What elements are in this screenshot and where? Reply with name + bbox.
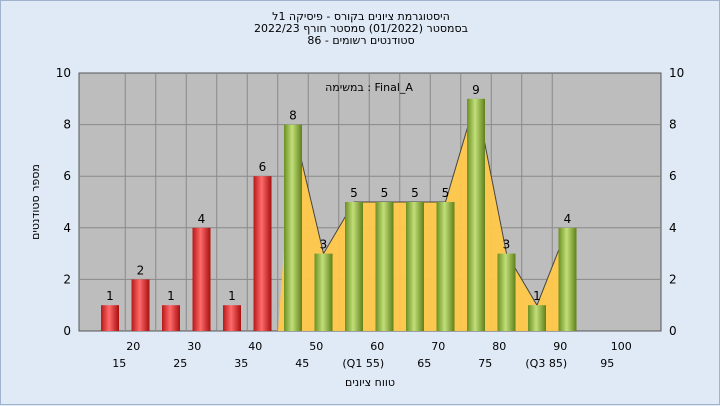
x-tick-label: 30 — [187, 340, 201, 353]
x-tick-label: (Q1 55) — [342, 357, 384, 370]
chart-title-line-3: סטודנטים רשומים - 86 — [307, 34, 415, 47]
bar-value-label: 1 — [228, 289, 236, 303]
x-tick-label: 65 — [417, 357, 431, 370]
bar — [101, 305, 119, 331]
y-axis-label: מספר סטודנטים — [29, 164, 42, 240]
bar-value-label: 5 — [381, 186, 389, 200]
chart-title-line-2: בסמסטר (01/2022) סמסטר חורף 2022/23 — [254, 22, 468, 35]
x-axis-label: טווח ציונים — [345, 376, 395, 389]
bar-value-label: 5 — [350, 186, 358, 200]
bar-value-label: 3 — [320, 238, 328, 252]
x-tick-label: 15 — [112, 357, 126, 370]
bar-value-label: 1 — [533, 289, 541, 303]
bar — [192, 227, 211, 331]
bar-value-label: 9 — [472, 83, 480, 97]
bar — [558, 227, 577, 331]
x-tick-label: 45 — [295, 357, 309, 370]
y-tick-label-right: 2 — [669, 272, 677, 286]
bar — [223, 305, 241, 331]
y-tick-label-left: 8 — [63, 118, 71, 132]
bar-value-label: 1 — [106, 289, 114, 303]
bar-value-label: 5 — [442, 186, 450, 200]
y-tick-label-right: 10 — [669, 66, 684, 80]
bar — [497, 253, 516, 331]
bar-value-label: 1 — [167, 289, 175, 303]
x-tick-label: 75 — [478, 357, 492, 370]
x-tick-label: 20 — [126, 340, 140, 353]
bar — [162, 305, 180, 331]
bar — [436, 202, 455, 331]
y-tick-label-left: 6 — [63, 169, 71, 183]
y-tick-label-right: 8 — [669, 118, 677, 132]
y-tick-label-left: 2 — [63, 272, 71, 286]
y-tick-label-left: 10 — [56, 66, 71, 80]
bar — [375, 202, 394, 331]
bar — [345, 202, 363, 331]
bar — [314, 253, 333, 331]
x-tick-label: 70 — [431, 340, 445, 353]
x-tick-label: 100 — [611, 340, 632, 353]
x-tick-label: 40 — [248, 340, 262, 353]
task-annotation: במשימה : Final_A — [325, 81, 413, 94]
bar — [467, 98, 485, 331]
bar-value-label: 4 — [198, 212, 206, 226]
bar-value-label: 2 — [137, 263, 145, 277]
x-tick-label: 90 — [553, 340, 567, 353]
x-tick-label: 95 — [600, 357, 614, 370]
bar-value-label: 5 — [411, 186, 419, 200]
bar — [406, 202, 424, 331]
y-tick-label-right: 6 — [669, 169, 677, 183]
x-tick-label: 50 — [309, 340, 323, 353]
bar — [284, 124, 302, 331]
x-tick-label: (Q3 85) — [525, 357, 567, 370]
x-tick-label: 80 — [492, 340, 506, 353]
bar-value-label: 4 — [564, 212, 572, 226]
x-tick-label: 35 — [234, 357, 248, 370]
chart-title-line-1: היסטוגרמת ציונים בקורס - פיסיקה 1ל — [272, 10, 450, 23]
bar — [528, 305, 546, 331]
y-tick-label-right: 4 — [669, 221, 677, 235]
y-tick-label-left: 4 — [63, 221, 71, 235]
x-tick-label: 25 — [173, 357, 187, 370]
bar-value-label: 6 — [259, 160, 267, 174]
bar — [253, 176, 272, 331]
bar-value-label: 8 — [289, 109, 297, 123]
bar-value-label: 3 — [503, 238, 511, 252]
y-tick-label-left: 0 — [63, 324, 71, 338]
x-tick-label: 60 — [370, 340, 384, 353]
distribution-line — [292, 98, 568, 307]
y-tick-label-right: 0 — [669, 324, 677, 338]
bar — [131, 279, 150, 331]
